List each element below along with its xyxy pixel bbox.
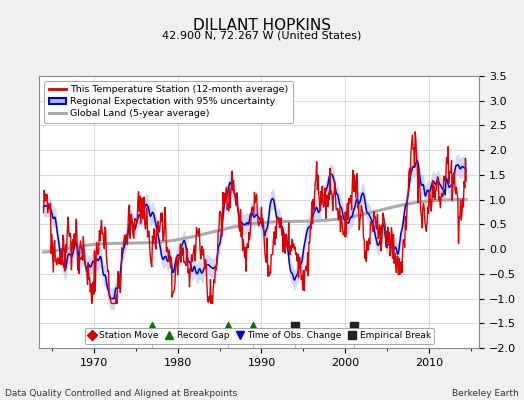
Text: Berkeley Earth: Berkeley Earth	[452, 389, 519, 398]
Text: DILLANT HOPKINS: DILLANT HOPKINS	[193, 18, 331, 33]
Legend: Station Move, Record Gap, Time of Obs. Change, Empirical Break: Station Move, Record Gap, Time of Obs. C…	[84, 328, 434, 344]
Text: 42.900 N, 72.267 W (United States): 42.900 N, 72.267 W (United States)	[162, 30, 362, 40]
Text: Data Quality Controlled and Aligned at Breakpoints: Data Quality Controlled and Aligned at B…	[5, 389, 237, 398]
